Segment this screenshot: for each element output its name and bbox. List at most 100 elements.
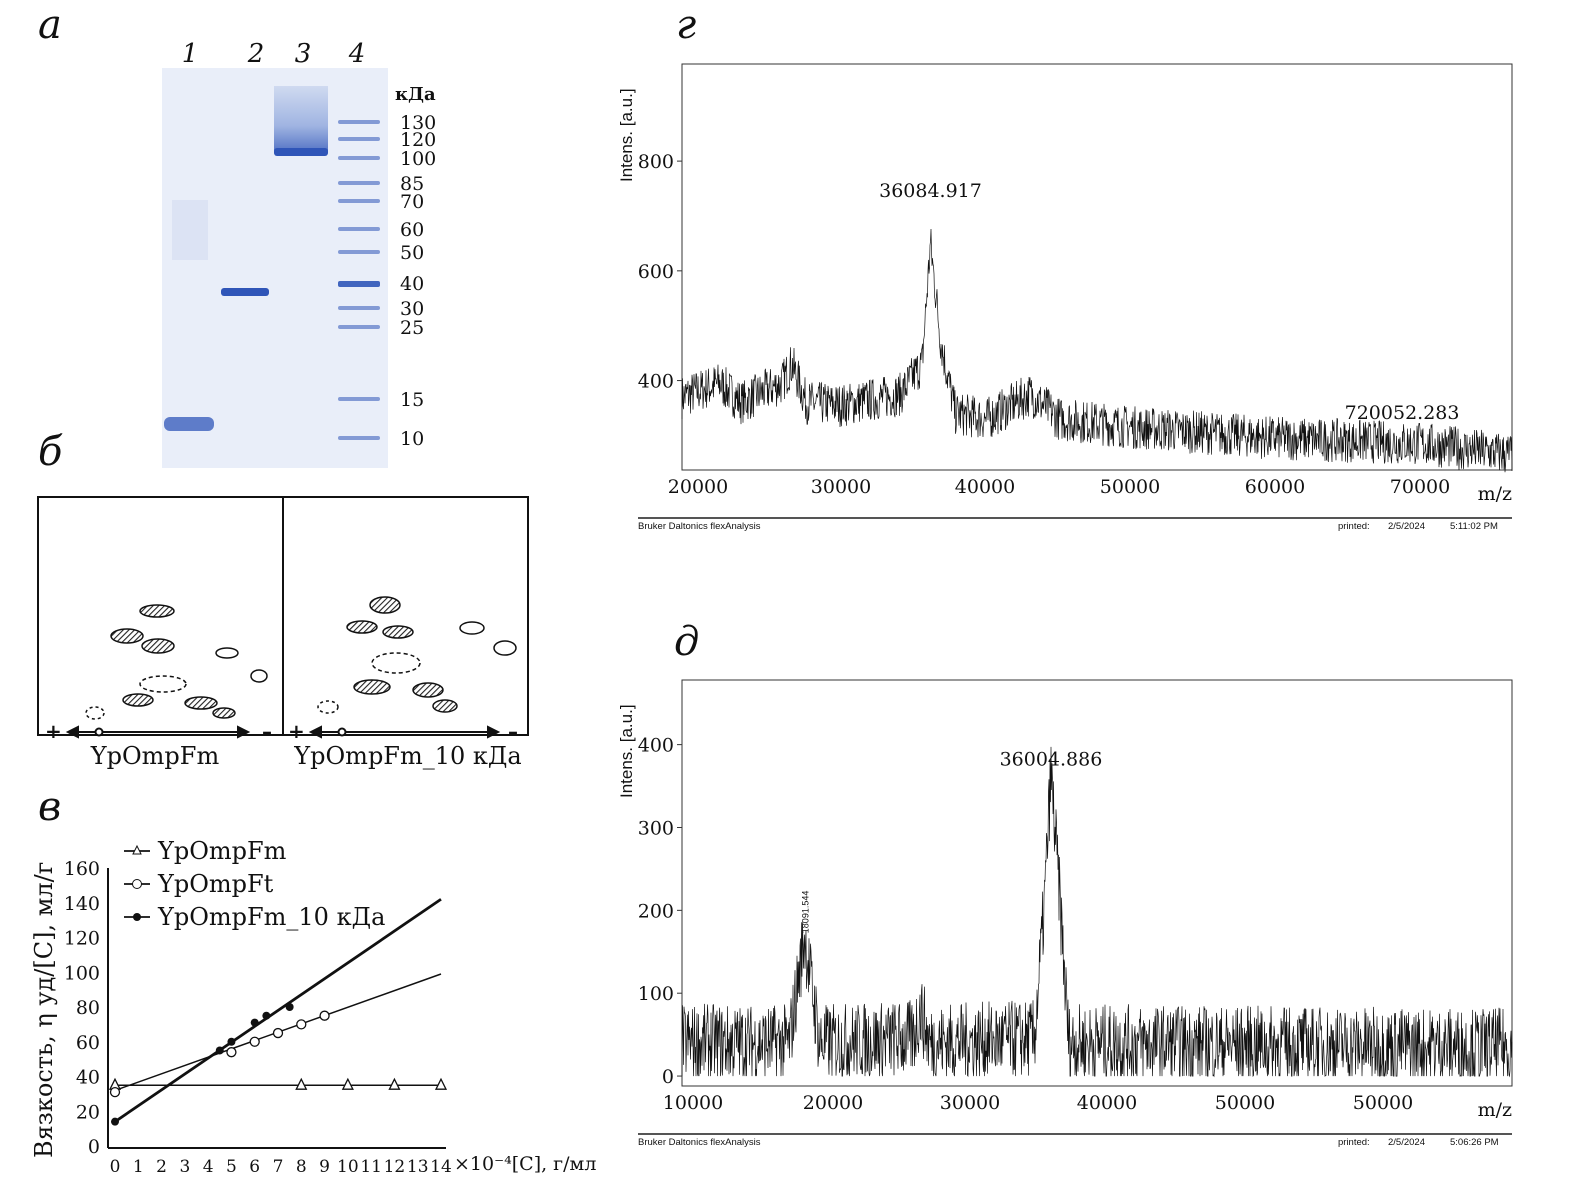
legend-marker [133,913,141,921]
fit-line [114,898,442,1123]
y-tick-label: 800 [638,151,674,173]
x-tick-label: 40000 [1077,1092,1137,1114]
ladder-band [338,281,380,287]
lane-label: 3 [295,39,312,69]
ladder-band [338,325,380,329]
gel-title-right: YpOmpFm_10 кДа [293,742,521,770]
footer-software: Bruker Daltonics flexAnalysis [638,1137,761,1148]
spots-right [317,596,517,714]
x-tick-label: 40000 [955,476,1015,498]
y-tick-label: 140 [64,893,100,915]
x-tick-label: 70000 [1390,476,1450,498]
lane-label: 4 [348,39,366,69]
data-point-open-circle [272,1027,284,1039]
spots-left [85,604,268,720]
y-tick-label: 0 [88,1136,100,1158]
footer-date: 2/5/2024 [1388,1137,1425,1148]
lane-label: 2 [247,39,265,69]
x-tick-label: 2 [156,1157,167,1177]
data-point-filled-circle [227,1037,236,1046]
panel-label-v: в [38,784,61,830]
marker-label: 100 [400,148,436,170]
minus-sign: – [262,719,272,743]
legend-label: YpOmpFm_10 кДа [157,903,385,931]
x-tick-label: 50000 [1215,1092,1275,1114]
peak-label: 720052.283 [1345,402,1460,424]
y-tick-label: 400 [638,371,674,393]
x-tick-label: 10000 [663,1092,723,1114]
x-tick-label: 12 [384,1157,406,1177]
lane3-band [274,148,328,156]
panel-label-d: д [674,619,699,665]
y-tick-label: 120 [64,928,100,950]
ladder-band [338,250,380,254]
y-tick-label: 40 [76,1067,100,1089]
x-tick-label: 13 [407,1157,429,1177]
lane1-band [164,417,214,431]
legend-label: YpOmpFt [157,870,274,898]
marker-label: 15 [400,389,424,411]
plot-frame [681,679,1513,1087]
spectrum-trace [681,746,1513,1078]
x-tick-label: 11 [360,1157,382,1177]
panel-d: д 0 100 200 300 400 10000 20000 30000 40000 50000… [617,619,1513,1148]
x-tick-label: 7 [273,1157,284,1177]
y-tick-label: 100 [638,983,674,1005]
y-tick-label: 60 [76,1032,100,1054]
data-point-triangle [295,1077,308,1090]
data-point-filled-circle [215,1046,224,1055]
footer-time: 5:06:26 PM [1450,1137,1499,1148]
x-tick-label: 20000 [803,1092,863,1114]
peak-label: 18091.544 [800,891,810,934]
plot-frame [681,63,1513,471]
ladder-band [338,137,380,141]
y-tick-label: 160 [64,858,100,880]
y-tick-label: 20 [76,1101,100,1123]
y-axis-label: Intens. [a.u.] [617,704,636,798]
ladder-band [338,227,380,231]
data-point-filled-circle [285,1003,294,1011]
footer-date: 2/5/2024 [1388,521,1425,532]
y-tick-label: 200 [638,900,674,922]
peak-label: 36084.917 [879,180,982,202]
marker-label: 70 [400,191,424,213]
y-tick-label: 400 [638,735,674,757]
footer-time: 5:11:02 PM [1450,521,1498,532]
panel-label-b: б [38,429,63,475]
footer-software: Bruker Daltonics flexAnalysis [638,521,761,532]
x-tick-label: 20000 [668,476,728,498]
footer-printed-label: printed: [1338,1137,1370,1148]
spectrum-trace [681,228,1513,473]
panel-label-g: г [676,2,696,48]
x-tick-label: 50000 [1353,1092,1413,1114]
lane2-band [221,288,269,296]
marker-label: 60 [400,219,424,241]
data-point-open-circle [249,1036,260,1047]
marker-label: 130 [400,112,436,134]
y-tick-label: 80 [76,997,100,1019]
data-point-open-circle [226,1047,237,1058]
panel-g: г 400 600 800 20000 30000 40000 50000 60000 7000… [617,2,1513,532]
x-tick-label: 30000 [940,1092,1000,1114]
marker-label: 10 [400,428,424,450]
data-point-open-circle [319,1010,330,1021]
x-tick-label: 5 [226,1157,237,1177]
x-axis-label: ×10⁻⁴[C], г/мл [454,1153,596,1175]
marker-label: 40 [400,273,424,295]
gel-bands [164,86,380,440]
data-point-triangle [341,1077,354,1090]
marker-label: 50 [400,242,424,264]
y-tick-label: 600 [638,261,674,283]
data-point-triangle [434,1077,448,1090]
kda-unit-label: кДа [395,84,436,105]
lane-label: 1 [182,39,199,69]
mass-spectrum-g: 400 600 800 20000 30000 40000 50000 60000 70000 m… [617,63,1513,532]
x-tick-label: 3 [179,1157,190,1177]
x-tick-label: 6 [249,1157,260,1177]
marker-label: 85 [400,173,424,195]
legend-label: YpOmpFm [157,837,287,865]
ladder-band [338,436,380,440]
x-tick-label: 0 [110,1157,121,1177]
